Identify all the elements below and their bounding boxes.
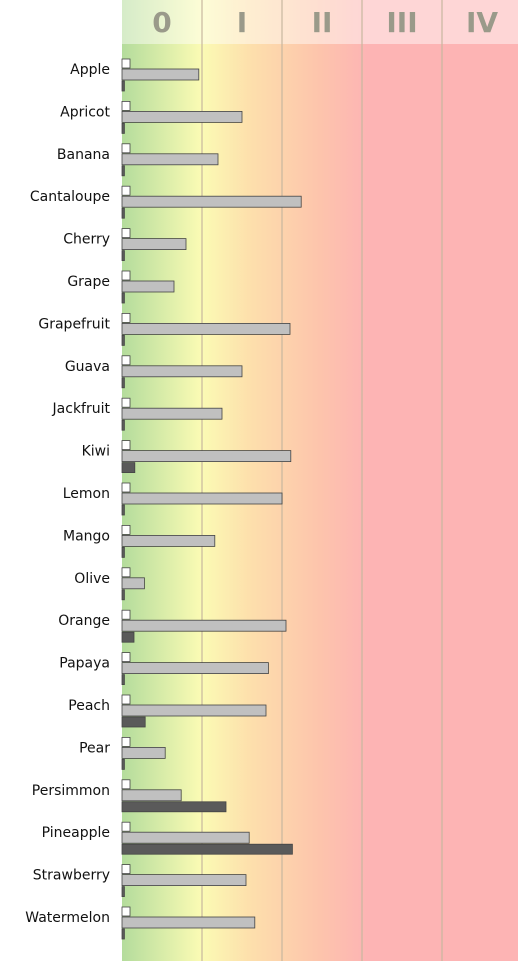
category-label: Banana [57, 147, 110, 163]
bar [121, 185, 131, 196]
bar [121, 462, 136, 474]
bar [121, 101, 131, 111]
bar [121, 652, 131, 662]
category-label: Guava [65, 359, 110, 375]
category-label: Lemon [63, 486, 110, 502]
category-label: Olive [74, 571, 110, 587]
zone-label: I [237, 6, 247, 39]
bar [121, 207, 125, 219]
bar [121, 407, 223, 420]
bar [121, 737, 131, 747]
zone-label: 0 [152, 6, 171, 39]
zone-label: IV [466, 6, 498, 39]
bar [121, 694, 131, 705]
category-label: Persimmon [32, 783, 110, 799]
bar [121, 547, 125, 558]
bar [121, 280, 175, 293]
bar [121, 609, 131, 620]
bar [121, 334, 125, 346]
category-label: Apricot [60, 104, 110, 120]
bar [121, 123, 125, 134]
bar [121, 577, 145, 590]
category-label: Mango [63, 528, 110, 544]
bar [121, 821, 131, 832]
bar [121, 567, 131, 578]
bar [121, 238, 187, 251]
bar [121, 165, 125, 177]
bar [121, 843, 293, 855]
bar [121, 535, 216, 547]
bar [121, 397, 131, 408]
bar [121, 801, 227, 813]
bar [121, 482, 131, 493]
bar [121, 831, 250, 844]
bar [121, 450, 292, 463]
bar [121, 525, 131, 535]
bar [121, 789, 182, 802]
bar [121, 747, 166, 759]
category-label: Grapefruit [38, 316, 110, 332]
bar [121, 355, 131, 366]
bar [121, 674, 125, 685]
bar [121, 589, 125, 601]
zone-label: III [386, 6, 417, 39]
bar [121, 292, 125, 304]
zone-label: II [312, 6, 333, 39]
category-label: Grape [67, 274, 110, 290]
bar [121, 195, 302, 208]
bar [121, 143, 131, 154]
bar [121, 759, 125, 770]
category-label: Apple [70, 62, 110, 78]
bar [121, 377, 125, 389]
category-label: Peach [68, 698, 110, 714]
bar [121, 111, 243, 123]
category-label: Watermelon [25, 910, 110, 926]
category-label: Papaya [59, 656, 110, 672]
bar [121, 250, 125, 262]
bar [121, 80, 125, 92]
plot-background [122, 0, 518, 961]
category-label: Pear [79, 740, 110, 756]
category-label: Jackfruit [52, 401, 111, 417]
bar [121, 886, 125, 897]
header-band [122, 0, 518, 44]
bar [121, 58, 131, 69]
bar [121, 270, 131, 281]
bar [121, 906, 131, 917]
bar [121, 662, 269, 674]
bar [121, 504, 125, 516]
bar [121, 419, 125, 431]
bar [121, 631, 135, 643]
bar [121, 716, 146, 728]
bar [121, 440, 131, 451]
bar [121, 928, 125, 940]
category-label: Kiwi [82, 444, 110, 460]
category-label: Cantaloupe [30, 189, 110, 205]
category-label: Cherry [63, 232, 110, 248]
category-label: Strawberry [33, 868, 110, 884]
bar [121, 492, 283, 505]
bar [121, 864, 131, 874]
bar [121, 874, 247, 886]
bar [121, 704, 267, 717]
bar [121, 365, 243, 378]
bar [121, 68, 200, 81]
category-label: Pineapple [42, 825, 110, 841]
bar [121, 619, 287, 632]
bar [121, 312, 131, 323]
bar [121, 916, 256, 929]
bar [121, 779, 131, 790]
bar [121, 322, 291, 335]
category-label: Orange [58, 613, 110, 629]
bar [121, 228, 131, 239]
bar [121, 153, 219, 166]
